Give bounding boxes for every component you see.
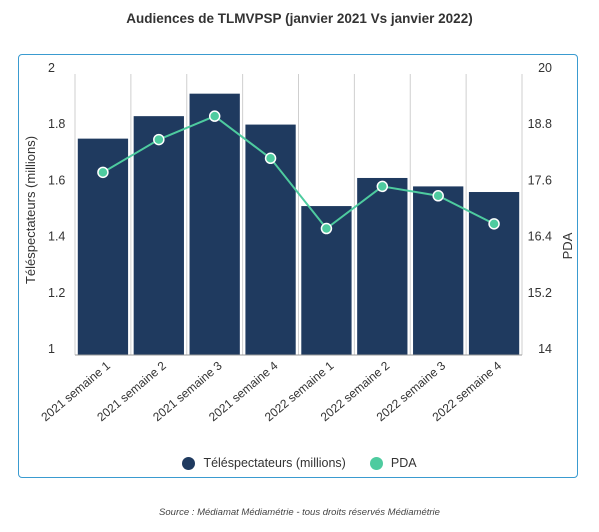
y-right-tick-label: 18.8 (528, 117, 552, 131)
pda-point (376, 180, 389, 193)
pda-point (97, 166, 109, 179)
y-left-tick-label: 1 (48, 342, 55, 356)
pda-point (153, 133, 165, 146)
pda-point (432, 190, 444, 202)
legend-line-label: PDA (390, 456, 417, 470)
y-right-tick-label: 16.4 (528, 230, 552, 244)
line-series (97, 110, 500, 235)
y-left-tick-label: 2 (48, 61, 55, 75)
y-left-tick-label: 1.6 (48, 173, 65, 187)
pda-point (264, 152, 277, 165)
bar (189, 93, 240, 356)
y-axis-right-label: PDA (560, 232, 575, 259)
bar (357, 177, 408, 355)
y-left-tick-label: 1.2 (48, 286, 65, 300)
legend-bars-label: Téléspectateurs (millions) (203, 456, 346, 470)
legend-bars-swatch (182, 456, 196, 470)
chart-frame (18, 54, 578, 478)
pda-line (102, 115, 495, 230)
y-left-tick-label: 1.8 (48, 117, 65, 131)
bar (133, 116, 184, 356)
y-right-tick-label: 15.2 (528, 286, 552, 300)
chart-title: Audiences de TLMVPSP (janvier 2021 Vs ja… (126, 11, 473, 26)
legend-item-line[interactable]: PDA (369, 456, 417, 470)
legend: Téléspectateurs (millions) PDA (0, 456, 599, 470)
y-right-tick-label: 17.6 (528, 173, 552, 187)
y-axis-left-label: Téléspectateurs (millions) (23, 136, 38, 284)
pda-point (488, 218, 500, 230)
legend-line-swatch (369, 456, 383, 470)
y-right-tick-label: 20 (538, 61, 552, 75)
source-note: Source : Médiamat Médiamétrie - tous dro… (159, 507, 440, 518)
bar (468, 192, 520, 355)
legend-item-bars[interactable]: Téléspectateurs (millions) (182, 456, 346, 470)
bar (413, 186, 464, 355)
pda-point (320, 222, 333, 235)
y-right-tick-label: 14 (538, 342, 552, 356)
y-left-tick-label: 1.4 (48, 230, 65, 244)
grid-lines (74, 74, 523, 355)
bar-series (77, 93, 520, 356)
pda-point (208, 110, 221, 122)
